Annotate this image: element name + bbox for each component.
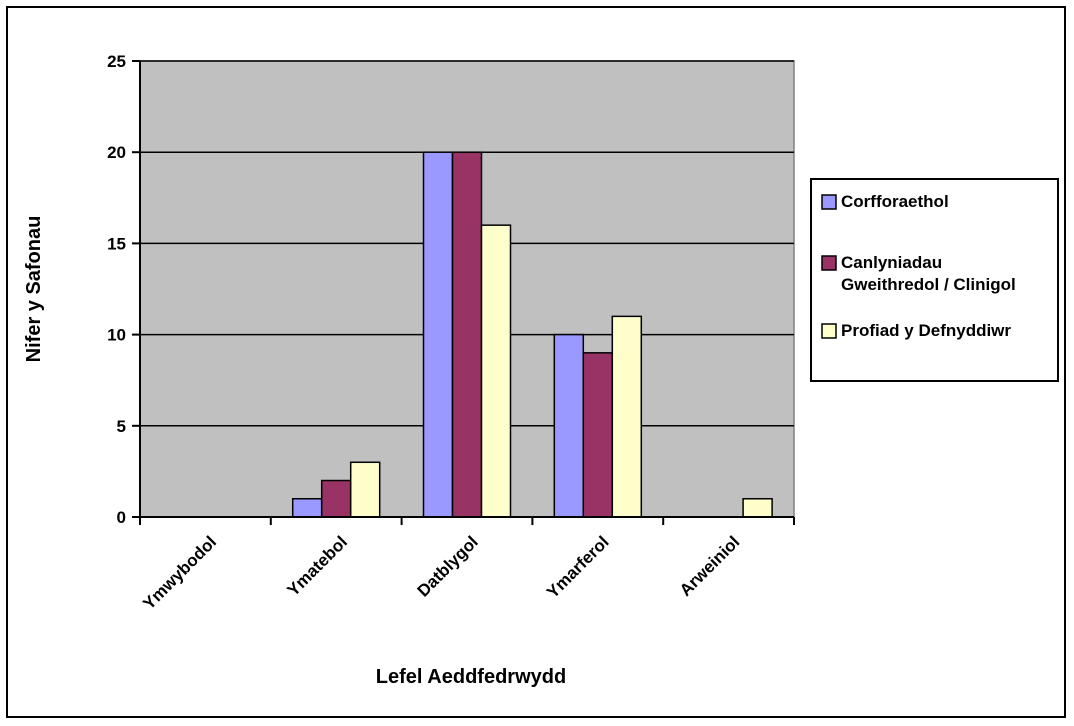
y-tick-label: 15 [107, 234, 126, 253]
y-tick-label: 20 [107, 143, 126, 162]
bar [349, 461, 381, 518]
legend-swatch [821, 255, 837, 271]
legend-label: Canlyniadau Gweithredol / Clinigol [841, 253, 1016, 294]
y-axis-ticks: 0 5 10 15 20 25 [107, 52, 140, 527]
y-tick-label: 25 [107, 52, 126, 71]
legend-swatch [821, 323, 837, 339]
y-tick-label: 5 [117, 417, 126, 436]
x-axis-title: Lefel Aeddfedrwydd [376, 666, 566, 688]
x-tick-label: Ymarferol [543, 532, 613, 602]
bar [553, 333, 585, 518]
legend-items: Corfforaethol Canlyniadau Gweithredol / Cl… [821, 192, 1016, 340]
x-axis-ticks: Ymwybodol Ymatebol Datblygol Ymarferol Arwei… [139, 517, 795, 613]
legend-label: Corfforaethol [841, 192, 949, 211]
bar [480, 224, 512, 518]
x-tick-label: Datblygol [414, 532, 482, 600]
y-tick-label: 0 [117, 508, 126, 527]
legend-box [810, 178, 1059, 382]
bar [611, 315, 643, 518]
bar [320, 479, 352, 518]
x-tick-label: Ymatebol [283, 532, 351, 600]
y-axis-title: Nifer y Safonau [23, 216, 45, 363]
bar [291, 498, 323, 518]
y-tick-label: 10 [107, 326, 126, 345]
legend: Corfforaethol Canlyniadau Gweithredol / Cl… [810, 178, 1059, 382]
legend-label: Profiad y Defnyddiwr [841, 321, 1011, 340]
x-tick-label: Ymwybodol [139, 532, 220, 613]
bar [742, 498, 773, 518]
x-tick-label: Arweiniol [676, 532, 744, 600]
bar [451, 151, 483, 518]
bar [582, 352, 614, 518]
bars [291, 151, 773, 518]
legend-swatch [821, 194, 837, 210]
bar [422, 151, 454, 518]
